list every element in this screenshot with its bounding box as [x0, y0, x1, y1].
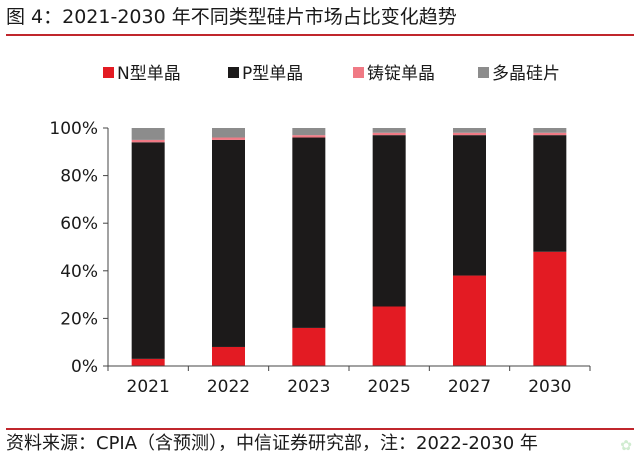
- legend-label: N型单晶: [117, 64, 181, 84]
- bar-segment-n-type-2021: [131, 358, 165, 366]
- y-tick-label: 100%: [49, 119, 98, 139]
- bar-segment-multi-2025: [372, 128, 406, 133]
- legend-swatch: [103, 67, 114, 78]
- bar-segment-n-type-2025: [372, 306, 406, 366]
- bar-segment-cast-mono-2025: [372, 132, 406, 136]
- y-axis: 0% 20% 40% 60% 80% 100%: [49, 119, 109, 377]
- x-axis: 2021 2022 2023 2025 2027 2030: [107, 365, 591, 397]
- legend-swatch: [228, 67, 239, 78]
- legend-label: 铸锭单晶: [367, 64, 435, 84]
- x-tick-label: 2025: [368, 377, 411, 397]
- x-tick-label: 2030: [528, 377, 571, 397]
- watermark-logo: ✿: [620, 438, 632, 454]
- bar-segment-p-type-2022: [212, 139, 245, 347]
- chart-legend: N型单晶 P型单晶 铸锭单晶 多晶硅片: [103, 64, 560, 84]
- bar-segment-multi-2030: [533, 128, 567, 133]
- bar-segment-multi-2022: [212, 128, 245, 138]
- x-tick-label: 2021: [127, 377, 170, 397]
- y-tick-label: 40%: [60, 262, 98, 282]
- legend-label: 多晶硅片: [492, 64, 560, 84]
- bar-segment-multi-2027: [453, 128, 486, 133]
- bar-segment-cast-mono-2027: [453, 132, 486, 136]
- bar-segment-n-type-2023: [292, 327, 326, 366]
- y-tick-label: 0%: [71, 357, 98, 377]
- bar-segment-p-type-2021: [131, 142, 165, 359]
- bar-segment-cast-mono-2021: [131, 139, 165, 143]
- bar-segment-n-type-2022: [212, 346, 245, 366]
- x-tick-label: 2027: [448, 377, 491, 397]
- y-tick-label: 20%: [60, 309, 98, 329]
- bar-segment-p-type-2027: [453, 135, 486, 276]
- bar-segment-cast-mono-2022: [212, 137, 245, 140]
- source-note: 资料来源：CPIA（含预测），中信证券研究部，注：2022-2030 年: [6, 428, 634, 458]
- bar-segment-cast-mono-2030: [533, 132, 567, 136]
- bar-segment-multi-2023: [292, 128, 326, 136]
- bar-segment-cast-mono-2023: [292, 135, 326, 138]
- bar-segment-n-type-2027: [453, 275, 486, 366]
- x-tick-label: 2022: [207, 377, 250, 397]
- bar-segment-p-type-2023: [292, 137, 326, 328]
- legend-label: P型单晶: [242, 64, 303, 84]
- y-tick-label: 60%: [60, 214, 98, 234]
- bar-segment-multi-2021: [131, 128, 165, 140]
- x-tick-label: 2023: [287, 377, 330, 397]
- figure-title: 图 4：2021-2030 年不同类型硅片市场占比变化趋势: [6, 4, 634, 36]
- bar-area: [131, 128, 567, 366]
- bar-segment-n-type-2030: [533, 251, 567, 366]
- legend-swatch: [478, 67, 489, 78]
- y-tick-label: 80%: [60, 167, 98, 187]
- bar-segment-p-type-2025: [372, 135, 406, 307]
- bar-segment-p-type-2030: [533, 135, 567, 252]
- legend-swatch: [353, 67, 364, 78]
